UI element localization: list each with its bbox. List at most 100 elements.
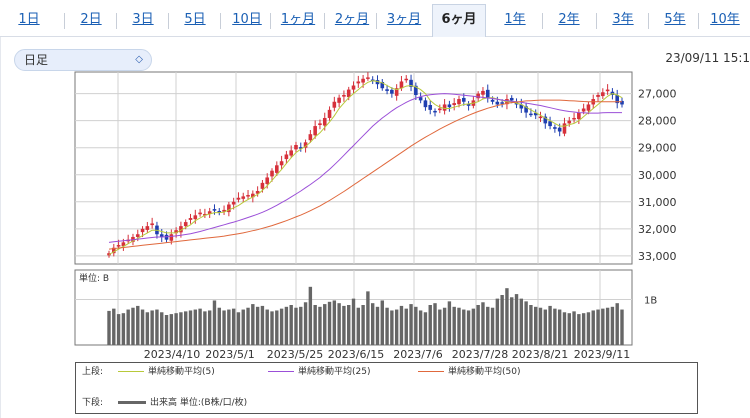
volume-unit-label: 単位: B [79,272,109,284]
volume-bar [304,302,307,345]
candle-body [558,128,562,132]
volume-bar [395,310,398,345]
volume-bar [606,308,609,345]
candle-body [193,215,197,219]
volume-bar [572,311,575,345]
volume-bar [476,305,479,345]
price-axis-label: 27,000 [638,88,677,101]
candle-body [275,165,279,173]
volume-bar [141,310,144,345]
price-axis-label: 33,000 [638,250,677,263]
date-axis-label: 2023/7/28 [452,348,508,361]
volume-bar [443,308,446,345]
candle-body [232,202,236,205]
volume-bar [328,302,331,345]
candle-body [198,213,202,215]
candle-body [117,245,121,247]
volume-bar [266,310,269,345]
volume-bar [309,287,312,345]
volume-bar [510,297,513,345]
volume-bar [400,306,403,345]
candle-body [309,134,313,140]
volume-bar [548,306,551,345]
candle-body [141,229,145,232]
date-axis-label: 2023/5/25 [267,348,323,361]
volume-bar [419,310,422,345]
volume-bar [122,313,125,345]
volume-bar [433,303,436,345]
candle-body [265,177,269,183]
volume-bar [222,310,225,345]
volume-bar [539,308,542,345]
candle-body [289,150,293,155]
candle-body [428,105,432,110]
date-axis-label: 2023/8/21 [512,348,568,361]
candle-body [237,198,241,200]
candle-body [328,110,332,118]
candle-body [136,234,140,237]
candle-body [213,209,217,211]
date-axis-label: 2023/4/10 [144,348,200,361]
volume-bar [337,303,340,345]
volume-bar [251,304,254,345]
candle-body [357,81,361,83]
volume-bar [563,312,566,345]
volume-bar [174,313,177,345]
candle-body [553,127,557,129]
volume-bar [620,310,623,345]
volume-axis-tick: 1B [644,296,657,307]
candle-body [184,222,188,226]
volume-bar [448,301,451,345]
volume-bar [232,309,235,345]
volume-bar [112,309,115,345]
volume-bar [357,308,360,345]
volume-bar [136,306,139,345]
candle-body [496,102,500,105]
candle-body [563,123,567,133]
volume-bar [203,311,206,345]
volume-bar [261,306,264,345]
volume-bar [452,307,455,345]
price-axis-label: 28,000 [638,115,677,128]
candle-body [294,145,298,149]
volume-bar [299,307,302,345]
candle-body [342,95,346,97]
date-axis-label: 2023/5/1 [205,348,254,361]
volume-bar [318,307,321,345]
candle-body [491,100,495,102]
legend-ma50: 単純移動平均(50) [418,365,520,379]
volume-bar [213,300,216,345]
candle-body [448,104,452,107]
candle-body [539,117,543,119]
legend-ma50-label: 単純移動平均(50) [448,367,520,377]
legend-volume-label: 出来高 単位:(B株/口/枚) [150,398,247,408]
volume-bar [218,308,221,345]
candle-body [529,114,533,116]
price-axis-label: 32,000 [638,223,677,236]
volume-bar [558,310,561,345]
candle-body [261,183,265,189]
volume-bar [534,307,537,345]
volume-bar [414,307,417,345]
candle-body [280,161,284,165]
volume-bar [462,310,465,345]
volume-bar [491,308,494,345]
legend-ma25-label: 単純移動平均(25) [298,367,370,377]
candle-body [189,218,193,220]
volume-bar [150,310,153,345]
volume-bar [189,310,192,345]
volume-bar [611,307,614,345]
volume-bar [500,295,503,345]
volume-bar [198,309,201,345]
candle-body [390,90,394,94]
volume-bar [342,306,345,345]
volume-bar [544,310,547,345]
candle-body [433,111,437,113]
legend-lower-row: 下段: 出来高 単位:(B株/口/枚) [82,396,682,410]
date-axis-label: 2023/9/11 [574,348,630,361]
volume-bar [170,314,173,345]
candle-body [577,113,581,119]
volume-bar [155,310,158,345]
volume-bar [117,314,120,345]
candle-body [318,123,322,125]
